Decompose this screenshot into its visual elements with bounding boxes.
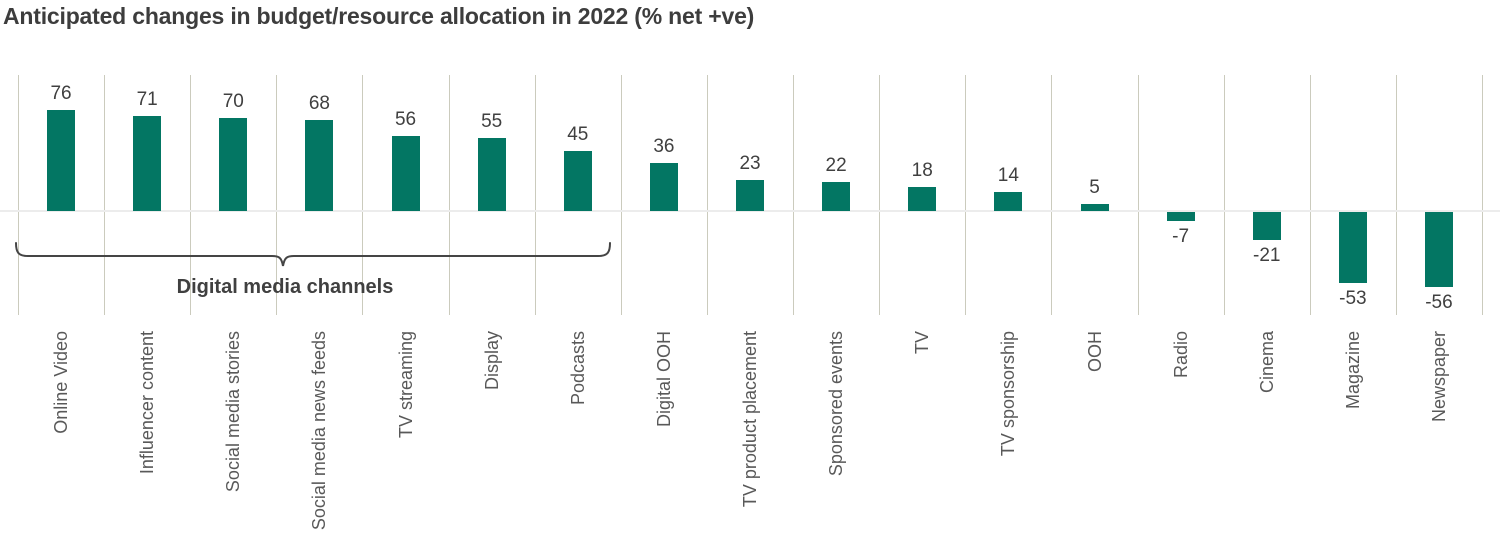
- category-label: TV streaming: [395, 331, 416, 439]
- value-label: 76: [50, 82, 72, 104]
- gridline: [104, 75, 106, 315]
- category-label: OOH: [1084, 331, 1105, 373]
- gridline: [362, 75, 364, 315]
- value-label: -56: [1425, 291, 1453, 313]
- value-label: 14: [997, 165, 1019, 187]
- category-label: Online Video: [51, 331, 72, 434]
- gridline: [879, 75, 881, 315]
- value-label: -7: [1172, 226, 1190, 248]
- gridline: [1137, 75, 1139, 315]
- value-label: 23: [739, 153, 761, 175]
- gridline: [1309, 75, 1311, 315]
- gridline: [1395, 75, 1397, 315]
- gridline: [534, 75, 536, 315]
- category-label: Podcasts: [567, 331, 588, 406]
- bar: [908, 186, 937, 211]
- bar: [1338, 212, 1367, 283]
- value-label: 22: [825, 154, 847, 176]
- gridline: [276, 75, 278, 315]
- gridline: [965, 75, 967, 315]
- gridline: [1051, 75, 1053, 315]
- category-label: TV: [912, 331, 933, 355]
- category-label: Radio: [1170, 331, 1191, 379]
- bar: [822, 181, 851, 211]
- bar: [1424, 212, 1453, 287]
- value-label: 5: [1089, 177, 1100, 199]
- category-label: Social media stories: [223, 331, 244, 493]
- bar: [736, 180, 765, 211]
- value-label: 70: [222, 90, 244, 112]
- bar: [391, 136, 420, 211]
- bar: [1080, 204, 1109, 211]
- chart-title: Anticipated changes in budget/resource a…: [3, 3, 755, 29]
- gridline: [793, 75, 795, 315]
- gridline: [1223, 75, 1225, 315]
- category-label: Digital OOH: [653, 331, 674, 428]
- bar: [563, 150, 592, 211]
- category-label: Cinema: [1256, 331, 1277, 394]
- bar: [649, 162, 678, 211]
- value-label: 18: [911, 159, 933, 181]
- digital-media-channels-label: Digital media channels: [176, 276, 394, 298]
- gridline: [620, 75, 622, 315]
- value-label: 36: [653, 135, 675, 157]
- category-label: Newspaper: [1428, 331, 1449, 423]
- value-label: 55: [481, 110, 503, 132]
- bar: [305, 120, 334, 211]
- category-label: TV product placement: [740, 331, 761, 508]
- bar: [219, 117, 248, 211]
- value-label: 71: [136, 89, 158, 111]
- gridline: [448, 75, 450, 315]
- gridline: [1482, 75, 1484, 315]
- zero-axis-line: [0, 210, 1500, 212]
- bar: [994, 192, 1023, 211]
- category-label: TV sponsorship: [998, 331, 1019, 457]
- category-label: Influencer content: [137, 331, 158, 475]
- value-label: 68: [308, 93, 330, 115]
- category-label: Magazine: [1342, 331, 1363, 410]
- category-label: Sponsored events: [826, 331, 847, 477]
- gridline: [190, 75, 192, 315]
- value-label: -21: [1253, 245, 1281, 267]
- category-label: Display: [481, 331, 502, 391]
- value-label: 45: [567, 123, 589, 145]
- bar: [47, 109, 76, 211]
- value-label: 56: [394, 109, 417, 131]
- bar: [1166, 212, 1195, 222]
- gridline: [706, 75, 708, 315]
- bar: [1252, 212, 1281, 241]
- value-label: -53: [1339, 287, 1367, 309]
- bar: [477, 137, 506, 211]
- bar: [133, 116, 162, 211]
- category-label: Social media news feeds: [309, 331, 330, 531]
- gridline: [18, 75, 19, 315]
